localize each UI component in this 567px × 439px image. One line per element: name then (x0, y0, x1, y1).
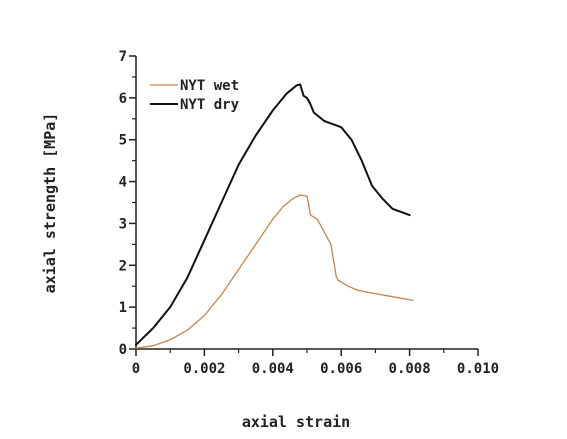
legend-label-nyt-dry: NYT dry (180, 97, 240, 113)
y-tick-label: 5 (119, 133, 127, 149)
x-axis-title: axial strain (242, 413, 350, 431)
x-tick-label: 0.002 (183, 361, 225, 377)
x-tick-label: 0.006 (320, 361, 362, 377)
legend-label-nyt-wet: NYT wet (180, 78, 239, 94)
y-tick-label: 4 (119, 175, 127, 191)
y-axis-title: axial strength [MPa] (41, 113, 59, 294)
legend: NYT wet NYT dry (150, 78, 240, 113)
y-tick-label: 3 (119, 216, 127, 232)
axes: 0 0.002 0.004 0.006 0.008 0.010 0 1 2 3 4 5 6 7 (119, 49, 500, 377)
y-tick-label: 0 (119, 342, 127, 358)
x-tick-label: 0.008 (389, 361, 431, 377)
x-tick-label: 0 (132, 361, 140, 377)
y-tick-label: 6 (119, 91, 127, 107)
y-tick-label: 7 (119, 49, 127, 65)
series-layer (135, 83, 414, 349)
x-tick-label: 0.010 (457, 361, 499, 377)
y-tick-label: 1 (119, 300, 127, 316)
y-tick-label: 2 (119, 258, 127, 274)
series-line-nyt-dry (135, 83, 411, 346)
series-line-nyt-wet (135, 194, 414, 349)
x-tick-label: 0.004 (252, 361, 294, 377)
